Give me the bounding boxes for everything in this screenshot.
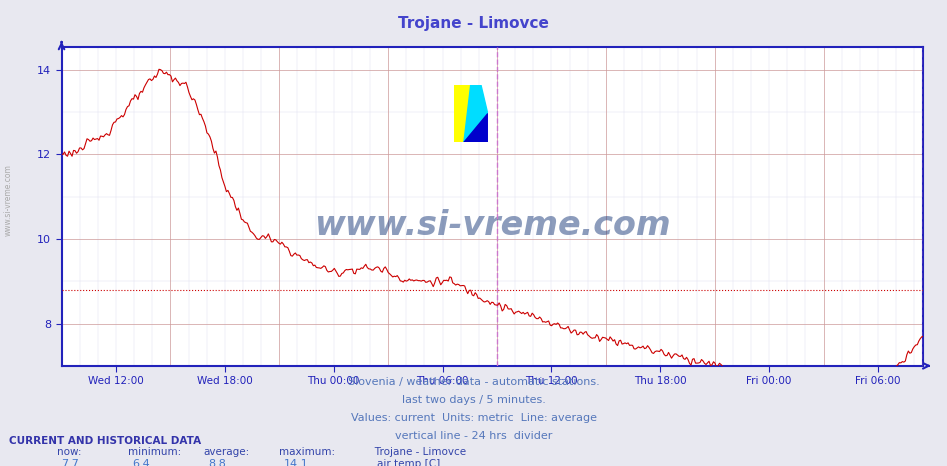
Text: air temp.[C]: air temp.[C]: [377, 459, 440, 466]
Polygon shape: [464, 85, 488, 143]
Text: 14.1: 14.1: [284, 459, 309, 466]
Polygon shape: [454, 85, 471, 143]
Text: www.si-vreme.com: www.si-vreme.com: [4, 164, 13, 236]
Text: vertical line - 24 hrs  divider: vertical line - 24 hrs divider: [395, 431, 552, 440]
Text: maximum:: maximum:: [279, 447, 335, 457]
Text: minimum:: minimum:: [128, 447, 181, 457]
Text: Trojane - Limovce: Trojane - Limovce: [398, 16, 549, 31]
Text: 8.8: 8.8: [208, 459, 226, 466]
Text: Trojane - Limovce: Trojane - Limovce: [365, 447, 466, 457]
Text: last two days / 5 minutes.: last two days / 5 minutes.: [402, 395, 545, 405]
Text: average:: average:: [204, 447, 250, 457]
Text: CURRENT AND HISTORICAL DATA: CURRENT AND HISTORICAL DATA: [9, 436, 202, 445]
Polygon shape: [464, 114, 488, 143]
Text: Slovenia / weather data - automatic stations.: Slovenia / weather data - automatic stat…: [348, 377, 599, 387]
Text: Values: current  Units: metric  Line: average: Values: current Units: metric Line: aver…: [350, 413, 597, 423]
Text: 7.7: 7.7: [62, 459, 80, 466]
Text: 6.4: 6.4: [133, 459, 151, 466]
Text: now:: now:: [57, 447, 81, 457]
Text: www.si-vreme.com: www.si-vreme.com: [314, 209, 670, 242]
